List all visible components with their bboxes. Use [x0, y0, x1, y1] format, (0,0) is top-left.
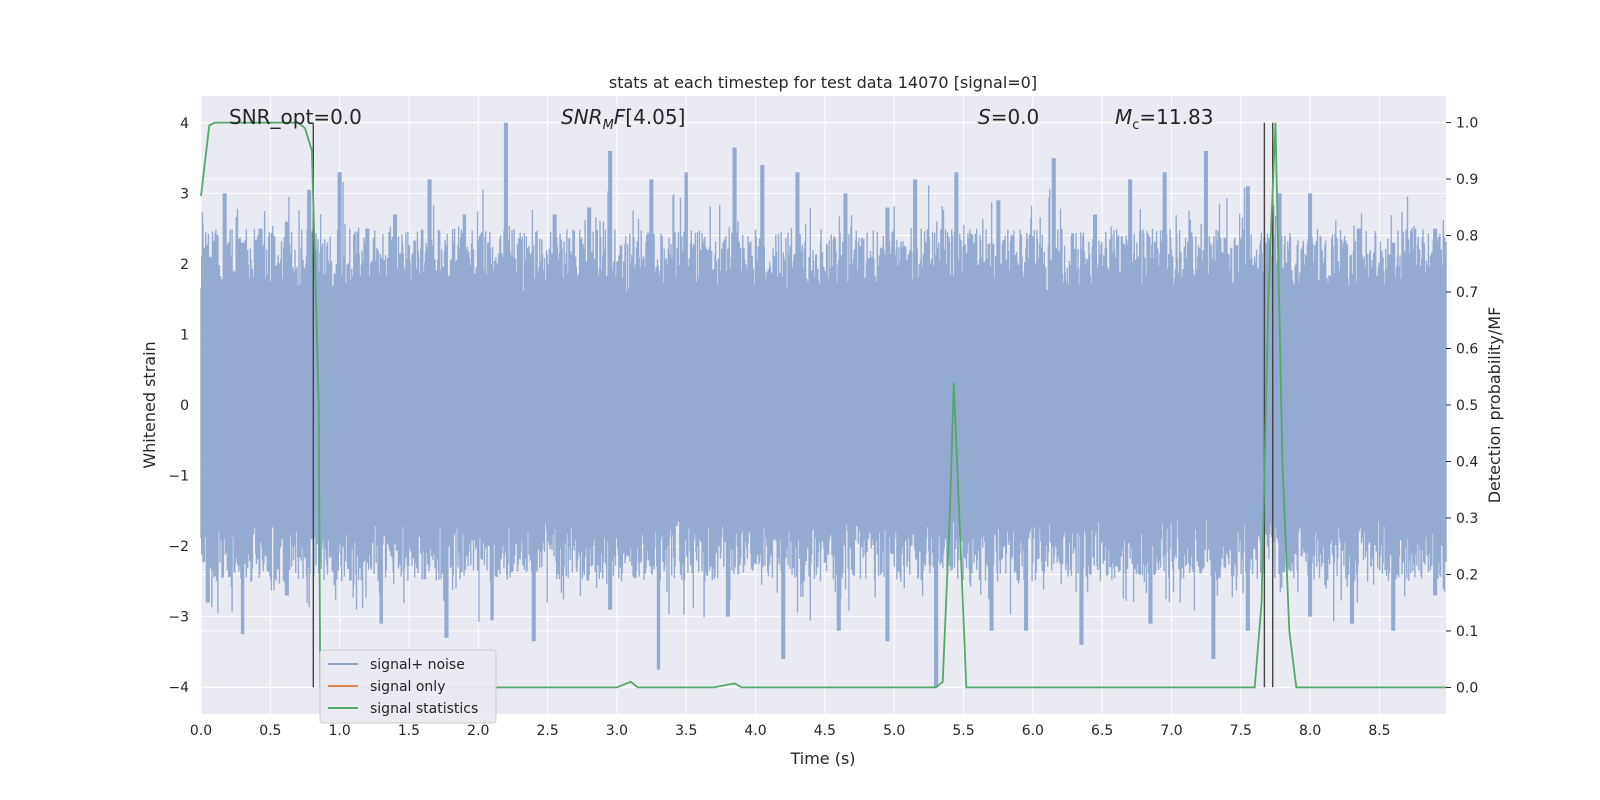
x-tick-label: 2.0 [467, 723, 489, 739]
y-axis-label-left: Whitened strain [140, 341, 159, 468]
x-tick-label: 5.5 [952, 723, 974, 739]
y-tick-label-left: −1 [168, 469, 189, 485]
legend-label-signal-only: signal only [370, 679, 445, 695]
x-tick-label: 6.5 [1091, 723, 1113, 739]
chart-title: stats at each timestep for test data 140… [609, 73, 1037, 92]
y-tick-label-left: −4 [168, 680, 189, 696]
x-tick-label: 2.5 [536, 723, 558, 739]
x-tick-label: 8.0 [1299, 723, 1321, 739]
y-tick-label-right: 0.8 [1456, 229, 1478, 245]
y-tick-label-right: 0.4 [1456, 454, 1478, 470]
noise-series [200, 122, 1447, 688]
x-tick-label: 7.0 [1160, 723, 1182, 739]
x-axis-label: Time (s) [789, 749, 855, 768]
x-tick-label: 6.0 [1022, 723, 1044, 739]
y-tick-label-left: 4 [180, 116, 189, 132]
annotation-mc: Mc=11.83 [1115, 105, 1213, 133]
annotation-s-value: =0.0 [991, 105, 1040, 129]
x-tick-label: 4.0 [744, 723, 766, 739]
y-tick-label-right: 0.3 [1456, 511, 1478, 527]
statistics-line [200, 121, 1446, 689]
legend-label-signal-noise: signal+ noise [370, 657, 465, 673]
signal-statistics-series [200, 121, 1446, 689]
y-tick-label-left: 2 [180, 257, 189, 273]
x-tick-label: 4.5 [814, 723, 836, 739]
y-axis-label-right: Detection probability/MF [1485, 307, 1504, 504]
x-tick-label: 7.5 [1230, 723, 1252, 739]
annotation-snr-opt: SNR_opt=0.0 [229, 105, 362, 129]
noise-trace [200, 122, 1447, 688]
annotation-mc-value: =11.83 [1139, 105, 1213, 129]
x-tick-label: 1.0 [329, 723, 351, 739]
x-tick-label: 3.0 [606, 723, 628, 739]
y-tick-label-right: 0.5 [1456, 398, 1478, 414]
annotation-snr-mf-value: [4.05] [625, 105, 685, 129]
y-tick-label-right: 0.2 [1456, 567, 1478, 583]
y-tick-label-left: 1 [180, 327, 189, 343]
y-tick-label-right: 0.7 [1456, 285, 1478, 301]
x-tick-label: 3.5 [675, 723, 697, 739]
legend-box [319, 649, 497, 724]
legend-label-signal-statistics: signal statistics [370, 701, 478, 717]
y-tick-label-right: 0.6 [1456, 342, 1478, 358]
y-tick-label-right: 0.9 [1456, 172, 1478, 188]
ticks: 0.0 0.5 1.0 1.5 2.0 2.5 3.0 3.5 4.0 4.5 5.0 5.5 6.0 6… [168, 116, 1478, 739]
x-tick-label: 8.5 [1368, 723, 1390, 739]
y-tick-label-right: 1.0 [1456, 116, 1478, 132]
x-tick-label: 0.0 [190, 723, 212, 739]
y-tick-label-left: 0 [180, 398, 189, 414]
x-tick-label: 5.0 [883, 723, 905, 739]
y-tick-label-left: 3 [180, 186, 189, 202]
y-tick-label-left: −2 [168, 539, 189, 555]
y-tick-label-left: −3 [168, 610, 189, 626]
annotation-s: S=0.0 [978, 105, 1039, 129]
x-tick-label: 1.5 [398, 723, 420, 739]
y-tick-label-right: 0.0 [1456, 680, 1478, 696]
annotation-snr-mf: SNRMF[4.05] [561, 105, 685, 133]
y-tick-label-right: 0.1 [1456, 624, 1478, 640]
legend: signal+ noise signal only signal statist… [319, 649, 497, 724]
x-tick-label: 0.5 [259, 723, 281, 739]
